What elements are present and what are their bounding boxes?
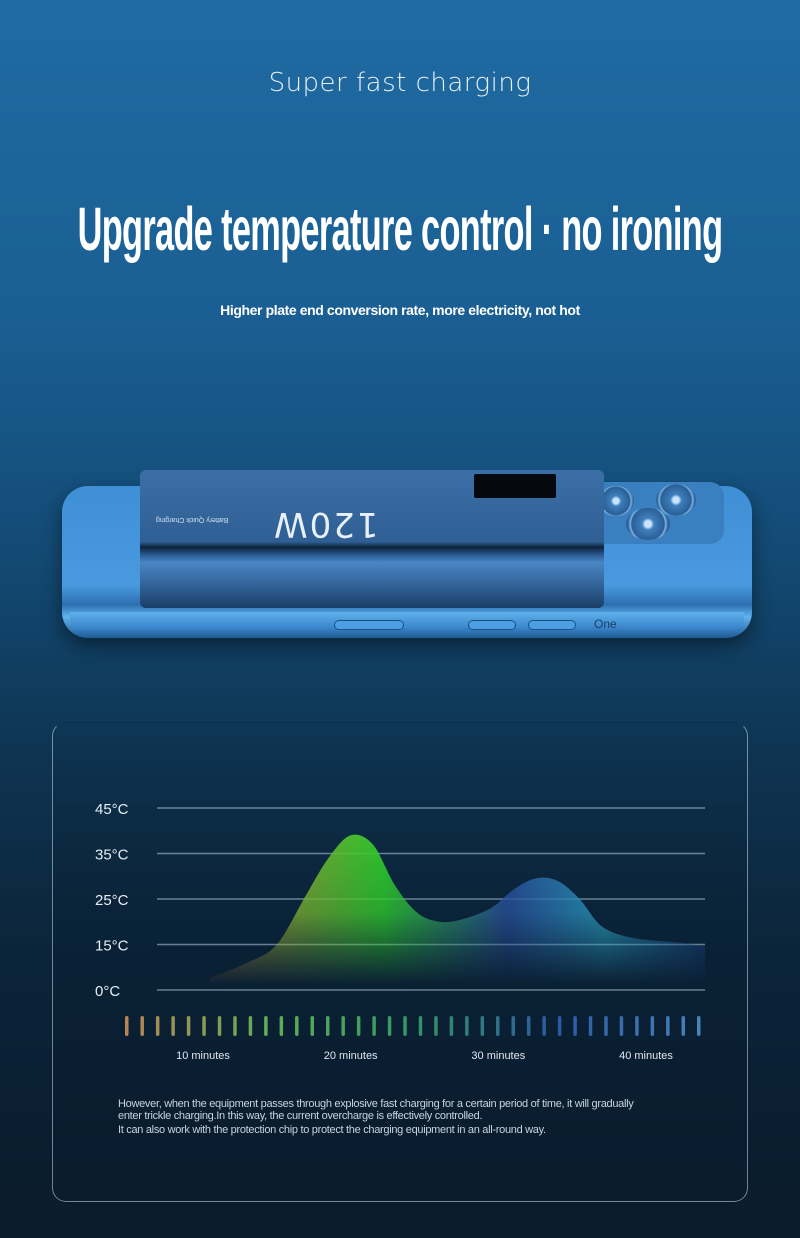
time-bar <box>279 1016 284 1036</box>
camera-lens-icon <box>598 486 634 516</box>
y-tick-label: 45°C <box>95 801 129 818</box>
phone-side <box>70 612 744 638</box>
time-bar <box>681 1016 686 1036</box>
time-bar <box>341 1016 345 1036</box>
phone-volume-button <box>528 620 576 630</box>
time-bar <box>202 1016 206 1036</box>
time-bar <box>465 1016 469 1036</box>
time-bar <box>434 1016 438 1036</box>
description-paragraph: It can also work with the protection chi… <box>118 1124 546 1136</box>
time-bar <box>356 1016 361 1036</box>
time-bar <box>186 1016 191 1036</box>
time-bar <box>511 1016 515 1036</box>
time-bar <box>295 1016 299 1036</box>
time-bar <box>588 1016 593 1036</box>
time-bar <box>480 1016 485 1036</box>
time-bar <box>573 1016 577 1036</box>
time-bar <box>310 1016 315 1036</box>
phone-label: One <box>594 617 617 631</box>
time-bar <box>697 1016 701 1036</box>
time-bar <box>418 1016 423 1036</box>
phone-side-button <box>334 620 404 630</box>
description-paragraph: However, when the equipment passes throu… <box>118 1098 634 1122</box>
time-bar <box>387 1016 392 1036</box>
x-tick-label: 30 minutes <box>471 1050 525 1062</box>
camera-lens-icon <box>626 508 670 540</box>
time-bar <box>604 1016 608 1036</box>
headline: Upgrade temperature control · no ironing <box>77 195 723 265</box>
subheadline: Higher plate end conversion rate, more e… <box>220 302 580 318</box>
time-bar <box>449 1016 454 1036</box>
time-bar <box>557 1016 562 1036</box>
time-bar <box>666 1016 670 1036</box>
x-tick-label: 10 minutes <box>176 1050 230 1062</box>
time-bar <box>635 1016 639 1036</box>
time-bar <box>542 1016 546 1036</box>
x-tick-label: 40 minutes <box>619 1050 673 1062</box>
time-bar <box>233 1016 237 1036</box>
temperature-area <box>210 834 706 990</box>
time-bar <box>264 1016 268 1036</box>
x-tick-label: 20 minutes <box>324 1050 378 1062</box>
time-bar <box>526 1016 531 1036</box>
camera-lens-icon <box>656 484 696 516</box>
time-bar <box>619 1016 624 1036</box>
time-bar <box>217 1016 222 1036</box>
y-tick-label: 15°C <box>95 938 129 955</box>
description: However, when the equipment passes throu… <box>118 1098 658 1136</box>
time-bar <box>372 1016 376 1036</box>
time-bar <box>496 1016 500 1036</box>
time-bar <box>650 1016 655 1036</box>
time-bar <box>171 1016 175 1036</box>
camera-module-icon <box>592 482 724 544</box>
y-tick-label: 35°C <box>95 847 129 864</box>
power-bank-display <box>474 474 556 498</box>
time-bar <box>125 1016 129 1036</box>
phone-volume-button <box>468 620 516 630</box>
time-bar <box>140 1016 144 1036</box>
y-tick-label: 25°C <box>95 892 129 909</box>
time-bar <box>403 1016 407 1036</box>
time-bar <box>325 1016 330 1036</box>
time-bar <box>155 1016 160 1036</box>
y-tick-label: 0°C <box>95 983 120 1000</box>
time-bar <box>248 1016 253 1036</box>
kicker-text: Super fast charging <box>268 68 532 98</box>
